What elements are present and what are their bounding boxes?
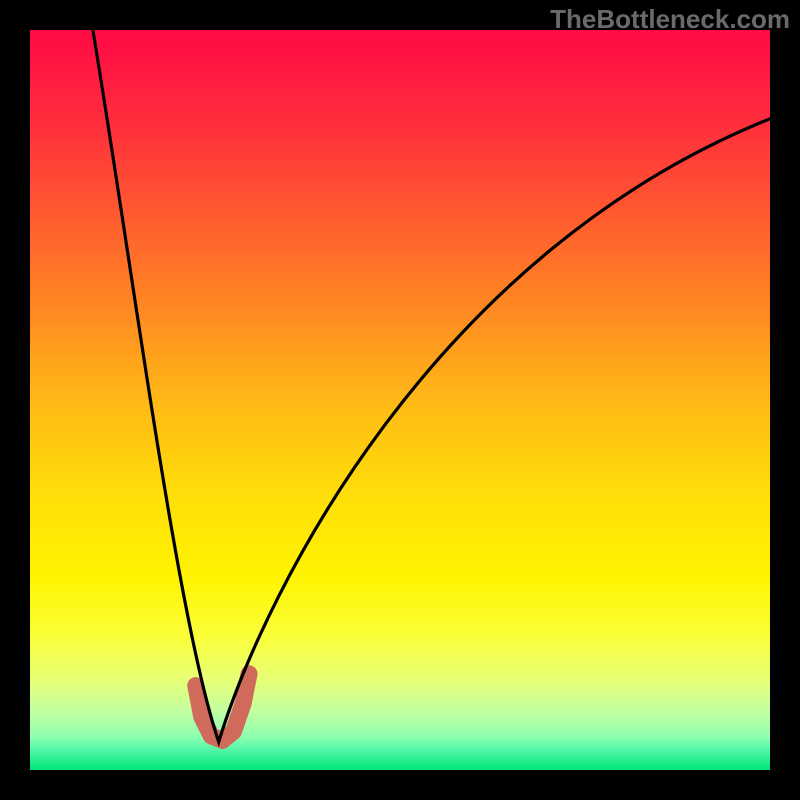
gradient-background	[30, 30, 770, 770]
watermark-text: TheBottleneck.com	[550, 4, 790, 35]
plot-svg	[30, 30, 770, 770]
plot-area	[30, 30, 770, 770]
